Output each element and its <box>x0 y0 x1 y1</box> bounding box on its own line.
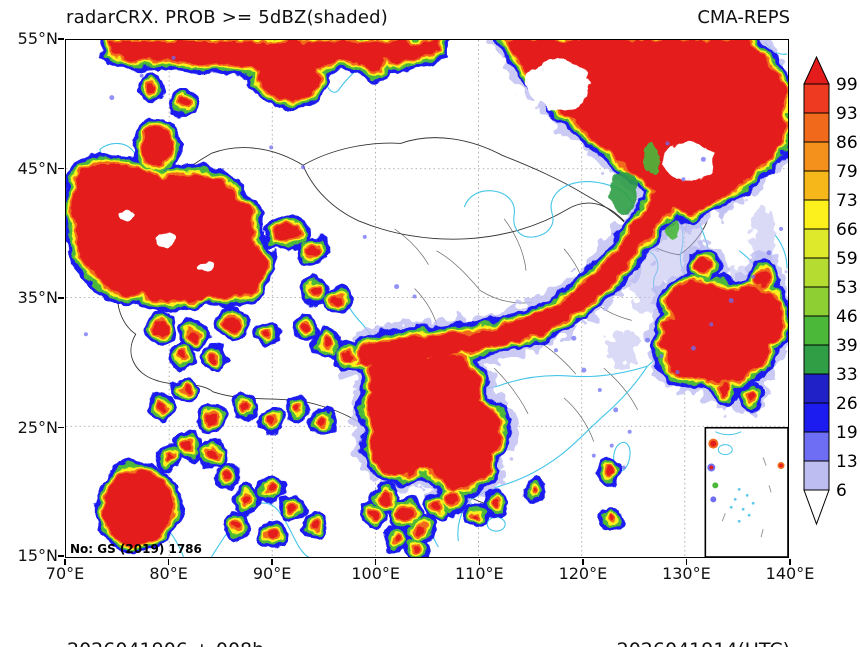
y-tick-label: 25°N <box>17 417 58 437</box>
colorbar-segment <box>803 402 830 433</box>
x-tick-label: 70°E <box>45 564 85 583</box>
x-tick <box>167 559 170 565</box>
colorbar-tick-label: 13 <box>836 452 858 472</box>
y-tick <box>58 38 64 40</box>
x-tick <box>374 559 377 565</box>
x-tick <box>582 559 584 565</box>
inset-boundary-dashes <box>721 457 772 538</box>
colorbar-segment <box>803 141 830 172</box>
figure-title: radarCRX. PROB >= 5dBZ(shaded) <box>66 7 388 28</box>
x-tick-label: 130°E <box>662 564 711 583</box>
colorbar-segment <box>803 112 830 143</box>
footer-init-times: 2026041906 + 008h 2026041914 + 008h <box>67 588 264 647</box>
x-tick <box>478 559 481 565</box>
colorbar-arrow-bottom <box>803 489 830 526</box>
y-tick <box>58 555 64 557</box>
y-tick-label: 35°N <box>17 288 58 307</box>
x-tick-label: 110°E <box>454 564 504 583</box>
x-tick <box>64 559 66 565</box>
colorbar: 99 93 86 79 73 66 59 53 46 39 33 26 19 13 6 <box>803 55 860 534</box>
y-tick-label: 15°N <box>17 546 58 565</box>
colorbar-tick-label: 66 <box>836 220 858 240</box>
colorbar-tick-label: 79 <box>836 162 858 182</box>
colorbar-segment <box>803 460 830 491</box>
colorbar-segment <box>803 170 830 201</box>
map-canvas: No: GS (2019) 1786 <box>65 39 789 558</box>
colorbar-segment <box>803 257 830 288</box>
x-tick-label: 80°E <box>149 564 188 583</box>
colorbar-tick-label: 93 <box>836 104 858 124</box>
footer-valid-line1: 2026041914(UTC) <box>617 638 790 647</box>
y-tick <box>58 167 64 170</box>
inset-island-dots <box>729 488 755 523</box>
colorbar-tick-label: 99 <box>836 75 858 95</box>
footer-init-line1: 2026041906 + 008h <box>67 638 264 647</box>
colorbar-tick-label: 86 <box>836 133 858 153</box>
x-tick-label: 100°E <box>351 564 401 583</box>
y-tick-label: 45°N <box>17 158 58 178</box>
colorbar-segment <box>803 199 830 230</box>
colorbar-tick-label: 19 <box>836 423 858 443</box>
colorbar-tick-label: 6 <box>836 481 847 501</box>
colorbar-segment <box>803 286 830 317</box>
band-inner-green-patches <box>609 142 681 240</box>
colorbar-segment <box>803 228 830 259</box>
x-tick <box>789 559 791 565</box>
colorbar-tick-label: 53 <box>836 278 858 298</box>
x-tick-label: 140°E <box>765 564 815 583</box>
colorbar-tick-label: 26 <box>836 394 858 414</box>
colorbar-svg: 99 93 86 79 73 66 59 53 46 39 33 26 19 13 6 <box>803 55 858 526</box>
colorbar-arrow-top <box>803 55 830 85</box>
sea-inset <box>704 426 788 557</box>
map-svg <box>66 40 788 557</box>
footer-valid-times: 2026041914(UTC) 2026041922(CST) <box>617 588 790 647</box>
storm-holes <box>120 58 715 272</box>
colorbar-tick-label: 73 <box>836 191 858 211</box>
colorbar-segment <box>803 344 830 375</box>
y-tick <box>58 426 64 429</box>
y-tick <box>58 297 64 299</box>
colorbar-tick-label: 59 <box>836 249 858 269</box>
model-name-label: CMA-REPS <box>697 7 790 28</box>
x-tick-label: 90°E <box>252 564 292 583</box>
colorbar-tick-label: 33 <box>836 365 858 385</box>
light-probability-speckles <box>83 55 784 470</box>
x-tick-label: 120°E <box>558 564 608 583</box>
inset-storm-cells <box>707 438 785 503</box>
colorbar-segment <box>803 431 830 462</box>
colorbar-segment <box>803 315 830 346</box>
x-tick <box>685 559 688 565</box>
y-tick-label: 55°N <box>17 29 58 48</box>
colorbar-segment <box>803 373 830 404</box>
license-label: No: GS (2019) 1786 <box>70 542 202 556</box>
x-tick <box>271 559 273 565</box>
inset-coastlines <box>715 431 742 456</box>
colorbar-tick-label: 46 <box>836 307 858 327</box>
colorbar-tick-label: 39 <box>836 336 858 356</box>
colorbar-segment <box>803 83 830 114</box>
